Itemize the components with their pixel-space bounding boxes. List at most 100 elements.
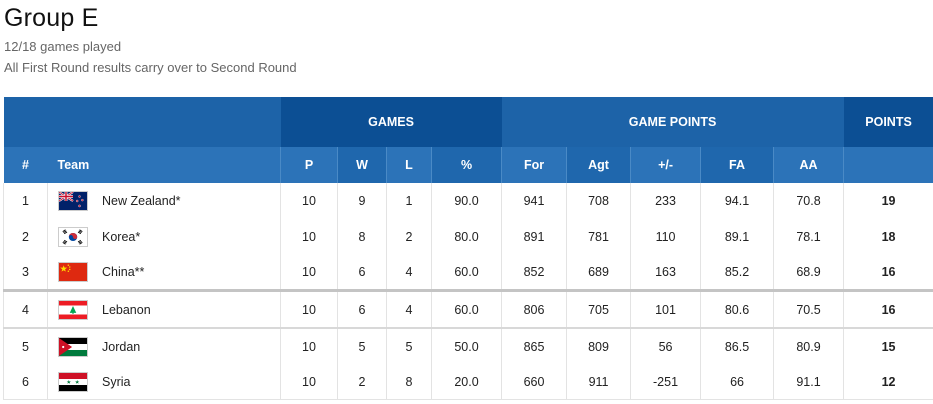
new-zealand-flag-icon bbox=[58, 191, 88, 211]
column-header-row: # Team P W L % For Agt +/- FA AA bbox=[3, 147, 933, 183]
points-cell: 16 bbox=[843, 289, 933, 328]
team-name: New Zealand* bbox=[102, 194, 181, 208]
wins-cell: 6 bbox=[337, 289, 387, 328]
points-cell: 15 bbox=[843, 327, 933, 364]
wins-cell: 8 bbox=[337, 219, 387, 254]
losses-cell: 1 bbox=[386, 183, 432, 219]
points-against-cell: 708 bbox=[566, 183, 631, 219]
against-average-cell: 70.8 bbox=[773, 183, 844, 219]
losses-cell: 8 bbox=[386, 364, 432, 400]
points-group-header: POINTS bbox=[843, 97, 933, 147]
win-pct-cell: 80.0 bbox=[430, 219, 502, 254]
table-row: 2 bbox=[3, 219, 933, 254]
win-pct-cell: 50.0 bbox=[430, 327, 502, 364]
win-pct-cell: 90.0 bbox=[430, 183, 502, 219]
points-cell: 19 bbox=[843, 183, 933, 219]
col-header-points-for[interactable]: For bbox=[501, 147, 567, 183]
played-cell: 10 bbox=[280, 289, 338, 328]
win-pct-cell: 60.0 bbox=[430, 254, 502, 291]
col-header-against-average[interactable]: AA bbox=[773, 147, 844, 183]
china-flag-icon bbox=[58, 261, 88, 282]
col-header-points bbox=[843, 147, 933, 183]
points-against-cell: 781 bbox=[566, 219, 631, 254]
against-average-cell: 91.1 bbox=[773, 364, 844, 400]
team-cell[interactable]: Lebanon bbox=[47, 289, 281, 328]
points-cell: 16 bbox=[843, 254, 933, 291]
team-cell[interactable]: China** bbox=[47, 254, 281, 291]
points-cell: 12 bbox=[843, 364, 933, 400]
group-header-blank bbox=[3, 97, 281, 147]
col-header-win-pct[interactable]: % bbox=[430, 147, 502, 183]
losses-cell: 2 bbox=[386, 219, 432, 254]
rank-cell: 4 bbox=[3, 289, 48, 328]
syria-flag-icon bbox=[58, 371, 88, 392]
rank-cell: 3 bbox=[3, 254, 48, 291]
point-diff-cell: -251 bbox=[630, 364, 701, 400]
games-played-text: 12/18 games played bbox=[4, 39, 122, 54]
losses-cell: 5 bbox=[386, 327, 432, 364]
lebanon-flag-icon bbox=[58, 299, 88, 320]
points-for-cell: 865 bbox=[501, 327, 567, 364]
table-row: 6 Syria 10 2 8 20.0 bbox=[3, 364, 933, 400]
col-header-points-against[interactable]: Agt bbox=[566, 147, 631, 183]
against-average-cell: 70.5 bbox=[773, 289, 844, 328]
points-against-cell: 911 bbox=[566, 364, 631, 400]
rank-cell: 6 bbox=[3, 364, 48, 400]
points-for-cell: 806 bbox=[501, 289, 567, 328]
against-average-cell: 80.9 bbox=[773, 327, 844, 364]
page-title: Group E bbox=[4, 4, 99, 32]
team-name: Jordan bbox=[102, 339, 141, 354]
table-row: 5 Jordan 10 5 5 50.0 bbox=[3, 327, 933, 364]
wins-cell: 9 bbox=[337, 183, 387, 219]
played-cell: 10 bbox=[280, 183, 338, 219]
win-pct-cell: 20.0 bbox=[430, 364, 502, 400]
col-header-point-diff[interactable]: +/- bbox=[630, 147, 701, 183]
col-header-rank[interactable]: # bbox=[3, 147, 48, 183]
col-header-team[interactable]: Team bbox=[47, 147, 281, 183]
played-cell: 10 bbox=[280, 254, 338, 291]
col-header-wins[interactable]: W bbox=[337, 147, 387, 183]
losses-cell: 4 bbox=[386, 254, 432, 291]
carry-over-note: All First Round results carry over to Se… bbox=[4, 60, 297, 75]
against-average-cell: 78.1 bbox=[773, 219, 844, 254]
points-for-cell: 852 bbox=[501, 254, 567, 291]
wins-cell: 2 bbox=[337, 364, 387, 400]
for-average-cell: 94.1 bbox=[700, 183, 774, 219]
team-cell[interactable]: Jordan bbox=[47, 327, 281, 364]
team-cell[interactable]: Korea* bbox=[47, 219, 281, 254]
point-diff-cell: 56 bbox=[630, 327, 701, 364]
team-name: Syria bbox=[102, 374, 131, 389]
against-average-cell: 68.9 bbox=[773, 254, 844, 291]
points-cell: 18 bbox=[843, 219, 933, 254]
korea-flag-icon bbox=[58, 226, 88, 247]
jordan-flag-icon bbox=[58, 336, 88, 357]
table-row: 4 Lebanon 10 6 4 60.0 bbox=[3, 289, 933, 328]
points-for-cell: 660 bbox=[501, 364, 567, 400]
points-for-cell: 891 bbox=[501, 219, 567, 254]
point-diff-cell: 101 bbox=[630, 289, 701, 328]
played-cell: 10 bbox=[280, 219, 338, 254]
point-diff-cell: 233 bbox=[630, 183, 701, 219]
team-name: Lebanon bbox=[102, 302, 151, 317]
point-diff-cell: 110 bbox=[630, 219, 701, 254]
table-row: 1 New Zea bbox=[3, 183, 933, 219]
col-header-played[interactable]: P bbox=[280, 147, 338, 183]
team-cell[interactable]: Syria bbox=[47, 364, 281, 400]
col-header-for-average[interactable]: FA bbox=[700, 147, 774, 183]
rank-cell: 2 bbox=[3, 219, 48, 254]
standings-table: GAMES GAME POINTS POINTS # Team P W L % … bbox=[3, 97, 933, 400]
rank-cell: 5 bbox=[3, 327, 48, 364]
points-against-cell: 809 bbox=[566, 327, 631, 364]
group-header-row: GAMES GAME POINTS POINTS bbox=[3, 97, 933, 147]
wins-cell: 6 bbox=[337, 254, 387, 291]
col-header-losses[interactable]: L bbox=[386, 147, 432, 183]
points-against-cell: 689 bbox=[566, 254, 631, 291]
points-for-cell: 941 bbox=[501, 183, 567, 219]
rank-cell: 1 bbox=[3, 183, 48, 219]
team-name: China** bbox=[102, 264, 145, 279]
played-cell: 10 bbox=[280, 327, 338, 364]
for-average-cell: 85.2 bbox=[700, 254, 774, 291]
team-cell[interactable]: New Zealand* bbox=[47, 183, 281, 219]
game-points-group-header: GAME POINTS bbox=[501, 97, 844, 147]
